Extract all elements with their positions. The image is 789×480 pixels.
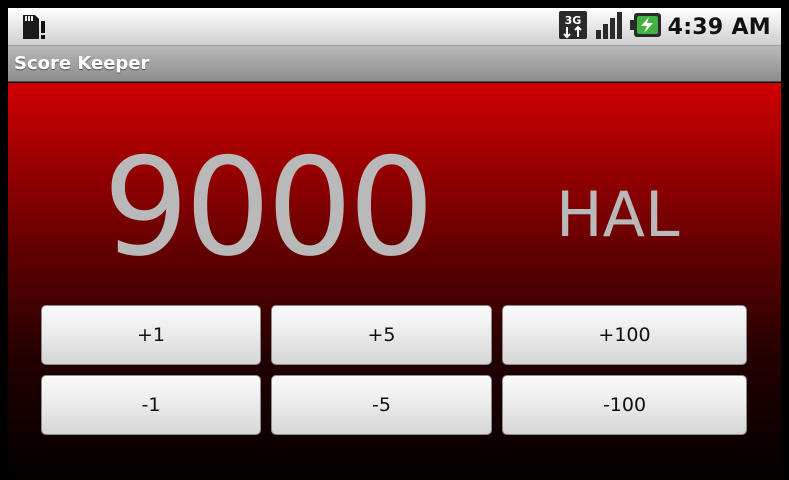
plus-100-button[interactable]: +100 [502, 305, 747, 365]
battery-charging-icon [629, 12, 662, 42]
minus-100-button[interactable]: -100 [502, 375, 747, 435]
signal-strength-icon [594, 10, 624, 44]
minus-5-button[interactable]: -5 [271, 375, 492, 435]
score-display: 9000 [103, 129, 435, 286]
app-title: Score Keeper [14, 53, 150, 74]
app-title-bar: Score Keeper [8, 46, 781, 82]
status-clock: 4:39 AM [667, 14, 771, 40]
status-icons: 3G [558, 8, 781, 46]
device-screen: 3G [8, 8, 781, 472]
sd-card-warning-icon [20, 13, 50, 41]
score-panel: 9000 HAL +1 +5 +100 -1 -5 -100 [8, 83, 781, 472]
status-bar: 3G [8, 8, 781, 46]
minus-1-button[interactable]: -1 [41, 375, 261, 435]
network-3g-icon: 3G [558, 10, 588, 44]
svg-text:3G: 3G [564, 14, 581, 27]
plus-5-button[interactable]: +5 [271, 305, 492, 365]
player-name: HAL [556, 178, 680, 251]
plus-1-button[interactable]: +1 [41, 305, 261, 365]
